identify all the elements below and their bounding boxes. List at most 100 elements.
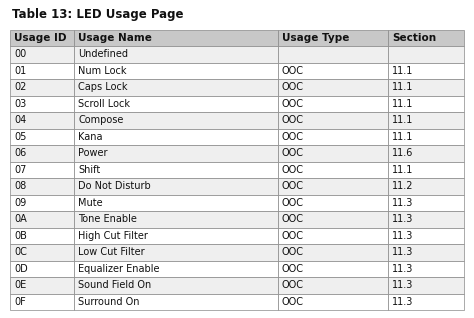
Bar (10, 260, 74, 277)
Bar (10, 145, 74, 162)
Text: 11.3: 11.3 (392, 280, 414, 290)
Text: 11.3: 11.3 (392, 198, 414, 208)
Bar (10, 128, 74, 145)
Bar (10, 63, 74, 79)
Bar (10, 227, 74, 244)
Bar (278, 128, 388, 145)
Text: 01: 01 (14, 66, 26, 76)
Bar (388, 128, 464, 145)
Text: 02: 02 (14, 82, 27, 92)
Text: Equalizer Enable: Equalizer Enable (78, 264, 160, 274)
Bar (388, 95, 464, 112)
Bar (74, 195, 278, 211)
Text: 11.3: 11.3 (392, 231, 414, 241)
Text: OOC: OOC (282, 280, 304, 290)
Bar (74, 294, 278, 310)
Text: OOC: OOC (282, 247, 304, 257)
Bar (388, 178, 464, 195)
Text: 08: 08 (14, 181, 26, 191)
Text: OOC: OOC (282, 115, 304, 125)
Text: OOC: OOC (282, 214, 304, 224)
Text: 0A: 0A (14, 214, 27, 224)
Text: Num Lock: Num Lock (78, 66, 127, 76)
Text: Undefined: Undefined (78, 49, 128, 59)
Text: 05: 05 (14, 132, 27, 142)
Bar (278, 79, 388, 95)
Text: Section: Section (392, 33, 437, 43)
Bar (388, 294, 464, 310)
Text: Compose: Compose (78, 115, 123, 125)
Bar (278, 145, 388, 162)
Bar (388, 260, 464, 277)
Text: Scroll Lock: Scroll Lock (78, 99, 130, 109)
Text: 0D: 0D (14, 264, 28, 274)
Bar (278, 178, 388, 195)
Bar (74, 46, 278, 63)
Text: OOC: OOC (282, 66, 304, 76)
Text: Surround On: Surround On (78, 297, 139, 307)
Text: 0C: 0C (14, 247, 27, 257)
Bar (74, 63, 278, 79)
Text: OOC: OOC (282, 99, 304, 109)
Text: 11.1: 11.1 (392, 82, 414, 92)
Bar (278, 294, 388, 310)
Text: 00: 00 (14, 49, 26, 59)
Bar (74, 79, 278, 95)
Bar (278, 244, 388, 260)
Text: Usage Type: Usage Type (282, 33, 349, 43)
Text: 11.2: 11.2 (392, 181, 414, 191)
Bar (278, 63, 388, 79)
Text: 11.1: 11.1 (392, 115, 414, 125)
Bar (74, 112, 278, 128)
Text: 09: 09 (14, 198, 26, 208)
Bar (74, 178, 278, 195)
Bar (74, 162, 278, 178)
Text: Sound Field On: Sound Field On (78, 280, 151, 290)
Bar (10, 30, 74, 46)
Text: 11.1: 11.1 (392, 165, 414, 175)
Text: 04: 04 (14, 115, 26, 125)
Text: 11.1: 11.1 (392, 132, 414, 142)
Bar (10, 195, 74, 211)
Text: 0B: 0B (14, 231, 27, 241)
Bar (278, 162, 388, 178)
Text: Power: Power (78, 148, 108, 158)
Text: Low Cut Filter: Low Cut Filter (78, 247, 145, 257)
Bar (10, 112, 74, 128)
Bar (74, 211, 278, 227)
Text: Shift: Shift (78, 165, 100, 175)
Text: OOC: OOC (282, 82, 304, 92)
Bar (10, 277, 74, 294)
Bar (10, 162, 74, 178)
Bar (278, 112, 388, 128)
Bar (278, 227, 388, 244)
Bar (388, 227, 464, 244)
Bar (278, 30, 388, 46)
Bar (278, 195, 388, 211)
Text: 07: 07 (14, 165, 27, 175)
Bar (74, 227, 278, 244)
Bar (10, 244, 74, 260)
Text: 11.3: 11.3 (392, 264, 414, 274)
Bar (10, 46, 74, 63)
Text: Usage Name: Usage Name (78, 33, 152, 43)
Bar (74, 128, 278, 145)
Text: High Cut Filter: High Cut Filter (78, 231, 148, 241)
Bar (10, 79, 74, 95)
Text: 0E: 0E (14, 280, 26, 290)
Bar (10, 294, 74, 310)
Bar (278, 211, 388, 227)
Bar (388, 63, 464, 79)
Bar (74, 30, 278, 46)
Text: OOC: OOC (282, 198, 304, 208)
Text: OOC: OOC (282, 181, 304, 191)
Text: Tone Enable: Tone Enable (78, 214, 137, 224)
Bar (388, 244, 464, 260)
Bar (278, 95, 388, 112)
Bar (74, 145, 278, 162)
Text: Do Not Disturb: Do Not Disturb (78, 181, 151, 191)
Bar (278, 46, 388, 63)
Bar (278, 277, 388, 294)
Bar (388, 211, 464, 227)
Text: 11.6: 11.6 (392, 148, 414, 158)
